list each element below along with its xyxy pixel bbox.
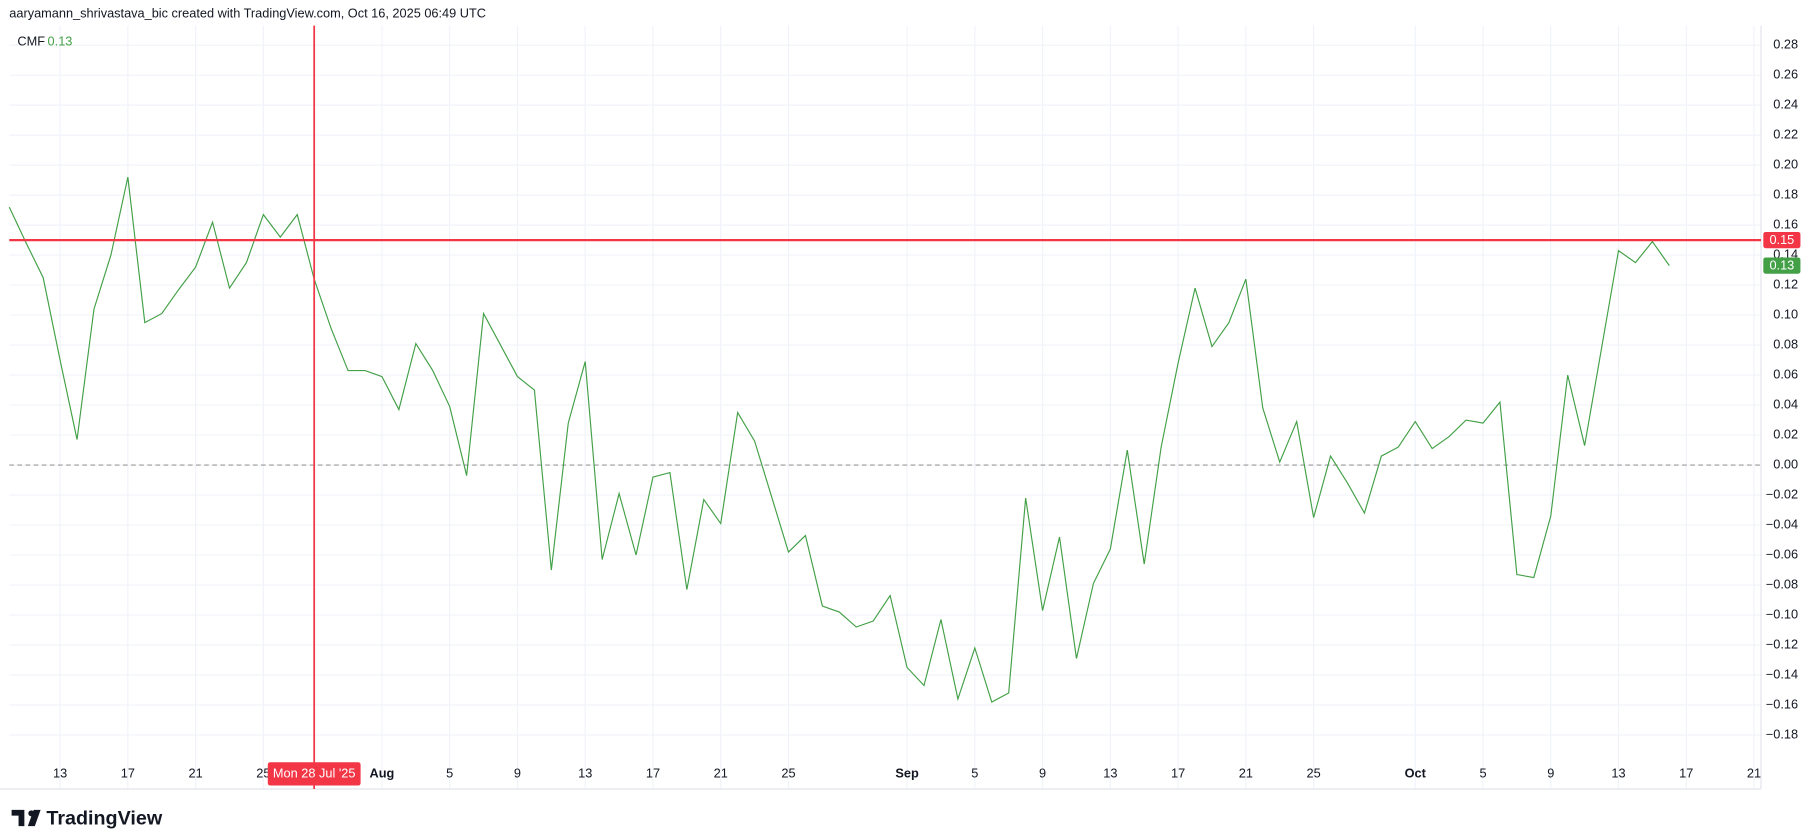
y-tick-label: 0.20 xyxy=(1773,156,1798,171)
y-tick-label: 0.28 xyxy=(1773,37,1798,52)
x-tick-label: 21 xyxy=(189,765,203,780)
crosshair-label-bg xyxy=(267,762,361,786)
y-tick-label: −0.10 xyxy=(1766,606,1798,621)
x-tick-label: 5 xyxy=(446,765,453,780)
x-tick-label: 25 xyxy=(1307,765,1321,780)
y-tick-label: −0.06 xyxy=(1766,546,1798,561)
logo: TradingView xyxy=(11,807,163,829)
y-tick-label: 0.16 xyxy=(1773,216,1798,231)
x-tick-label: 13 xyxy=(578,765,592,780)
header-text: aaryamann_shrivastava_bic created with T… xyxy=(9,5,486,20)
y-tick-label: −0.12 xyxy=(1766,636,1798,651)
y-tick-label: 0.26 xyxy=(1773,67,1798,82)
x-tick-label: 25 xyxy=(781,765,795,780)
y-tick-label: 0.06 xyxy=(1773,366,1798,381)
x-tick-label: 5 xyxy=(1479,765,1486,780)
x-tick-label: 13 xyxy=(1103,765,1117,780)
x-tick-label: 9 xyxy=(1547,765,1554,780)
x-tick-label: 9 xyxy=(514,765,521,780)
x-tick-label: Oct xyxy=(1405,765,1427,780)
x-tick-label: 13 xyxy=(53,765,67,780)
value-badge xyxy=(1763,257,1801,274)
y-tick-label: −0.16 xyxy=(1766,696,1798,711)
x-tick-label: 21 xyxy=(1239,765,1253,780)
logo-text: TradingView xyxy=(46,807,162,829)
x-tick-label: 25 xyxy=(256,765,270,780)
plot-area: 13 17 21 25 Aug 5 9 13 17 21 25 Sep 5 9 13 17 21 25 Oct 5 9 1… xyxy=(0,25,1801,790)
y-tick-label: 0.00 xyxy=(1773,456,1798,471)
x-tick-label: 5 xyxy=(971,765,978,780)
crosshair-label: Mon 28 Jul '25 xyxy=(273,765,356,780)
x-tick-label: 17 xyxy=(1679,765,1693,780)
y-tick-label: 0.02 xyxy=(1773,426,1798,441)
price-badge-text: 0.15 xyxy=(1769,232,1794,247)
y-tick-label: 0.10 xyxy=(1773,306,1798,321)
logo-dot xyxy=(28,810,35,817)
x-tick-label: Aug xyxy=(370,765,395,780)
x-tick-label: 13 xyxy=(1611,765,1625,780)
y-tick-label: 0.08 xyxy=(1773,336,1798,351)
x-tick-label: 9 xyxy=(1039,765,1046,780)
y-tick-label: 0.18 xyxy=(1773,186,1798,201)
legend-value: 0.13 xyxy=(48,33,73,48)
legend-name: CMF xyxy=(17,33,45,48)
y-tick-label: −0.18 xyxy=(1766,726,1798,741)
y-tick-label: 0.12 xyxy=(1773,276,1798,291)
x-tick-label: 17 xyxy=(1171,765,1185,780)
y-tick-label: 0.24 xyxy=(1773,97,1798,112)
x-tick-label: 17 xyxy=(121,765,135,780)
y-tick-label: −0.04 xyxy=(1766,516,1798,531)
y-tick-label: 0.22 xyxy=(1773,127,1798,142)
series-line xyxy=(8,177,1670,703)
x-tick-label: Sep xyxy=(895,765,919,780)
y-tick-label: −0.02 xyxy=(1766,486,1798,501)
y-tick-label: −0.08 xyxy=(1766,576,1798,591)
x-tick-label: 21 xyxy=(714,765,728,780)
y-tick-label: −0.14 xyxy=(1766,666,1798,681)
y-tick-label: 0.04 xyxy=(1773,396,1798,411)
value-badge-text: 0.13 xyxy=(1769,258,1794,273)
x-tick-label: 21 xyxy=(1747,765,1761,780)
price-badge xyxy=(1763,231,1801,249)
x-tick-label: 17 xyxy=(646,765,660,780)
